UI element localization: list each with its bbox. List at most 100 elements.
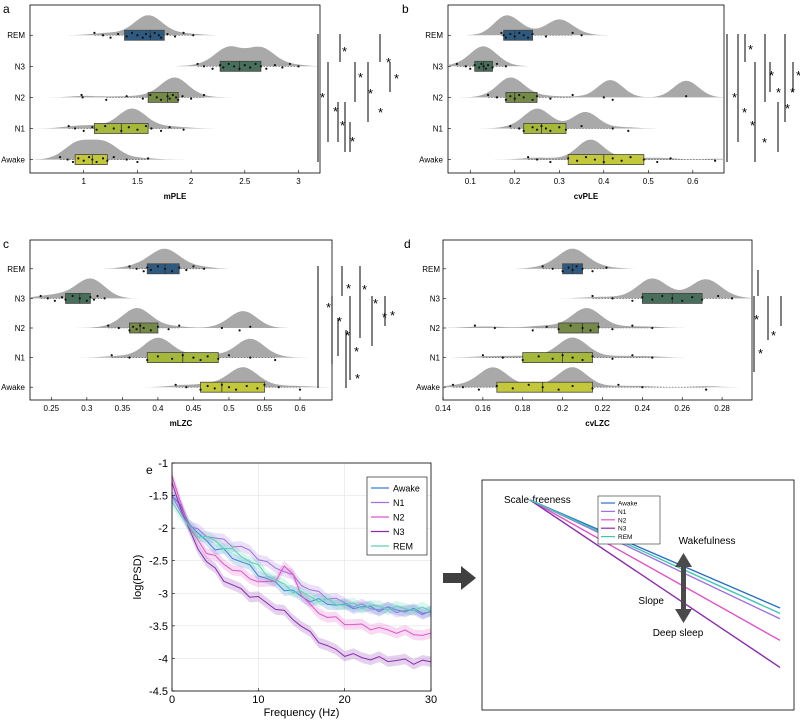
significance-star: * [394,71,399,86]
data-point [135,267,138,270]
significance-star: * [748,42,753,57]
schematic-line-Awake [529,499,781,609]
data-point [620,159,623,162]
data-point [174,96,178,99]
data-point [101,34,105,37]
data-point [681,299,684,302]
data-point [249,325,252,328]
data-point [227,62,230,66]
data-point [511,387,514,390]
data-point [537,355,540,358]
data-point [85,299,88,302]
data-point [166,32,169,36]
data-point [571,384,574,388]
data-point [159,129,163,132]
data-point [81,96,84,99]
data-point [171,357,174,360]
data-point [149,329,152,332]
data-point [125,35,128,38]
x-tick-label: 0.55 [257,404,273,413]
data-point [277,386,280,389]
y-tick-label: -3 [158,588,168,600]
data-point [265,67,268,70]
data-point [53,299,56,302]
data-point [77,157,80,160]
arrow-shaft [443,573,461,583]
double-arrow-shaft [681,565,686,611]
data-point [238,329,241,332]
significance-star: * [382,310,387,325]
data-point [513,97,516,100]
schematic-legend-label-N2: N2 [618,517,627,524]
schematic-legend-label-N1: N1 [618,509,627,516]
legend-label-N3: N3 [393,527,405,537]
data-point [219,64,222,67]
data-point [174,383,177,386]
data-point [584,156,588,159]
significance-star: * [771,328,776,343]
data-point [150,127,153,130]
data-point [95,160,98,164]
data-point [91,158,94,161]
data-point [274,358,277,362]
significance-star: * [732,90,737,105]
data-point [58,156,62,159]
data-point [213,387,216,390]
significance-star: * [342,44,347,59]
data-point [135,328,138,331]
data-point [671,297,674,300]
confidence-band-REM [172,496,431,617]
data-point [116,32,120,36]
data-point [125,158,128,161]
significance-star: * [337,314,342,329]
category-label-N2: N2 [430,324,441,333]
category-label-N3: N3 [15,62,26,71]
data-point [558,126,561,129]
data-point [541,386,544,389]
data-point [87,156,91,159]
data-point [561,354,564,357]
data-point [157,34,160,37]
data-point [46,297,49,300]
density-Awake [30,139,320,160]
data-point [220,383,223,386]
y-tick-label: -1.5 [149,491,168,503]
data-point [89,296,92,299]
data-point [117,326,120,330]
x-tick-label: 0.2 [509,177,521,186]
data-point [142,326,145,330]
y-tick-label: -3.5 [149,621,168,633]
significance-star: * [386,55,391,70]
data-point [509,124,512,128]
data-point [486,93,490,97]
data-point [482,65,485,68]
x-tick-label: 0 [169,694,175,706]
legend-label-N1: N1 [393,498,405,508]
data-point [192,265,195,268]
y-tick-label: -1 [158,458,168,470]
data-point [130,31,134,34]
data-point [591,355,594,358]
data-point [641,296,644,299]
data-point [171,270,174,273]
data-point [192,356,195,359]
density-N2 [448,77,724,98]
data-point [192,34,195,37]
schematic-title: Scale-freeness [504,495,571,506]
data-point [531,126,534,129]
data-point [591,387,594,390]
x-tick-label: 0.2 [557,404,569,413]
data-point [461,386,465,389]
arrow-head [461,566,476,590]
data-point [146,358,149,362]
data-point [163,267,167,270]
data-point [80,93,83,97]
data-point [557,388,560,391]
data-point [243,64,246,67]
density-N1 [30,108,320,129]
series-line-N3 [171,482,432,665]
data-point [66,158,69,161]
data-point [202,93,206,97]
